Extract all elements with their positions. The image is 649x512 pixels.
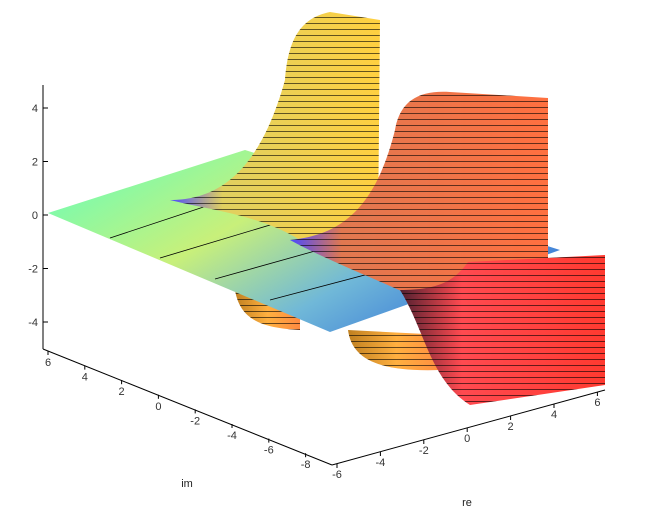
im-tick-label: -6 — [264, 445, 274, 457]
im-tick-label: -2 — [190, 415, 200, 427]
z-tick-label: 4 — [32, 103, 38, 115]
re-tick-label: 2 — [508, 421, 514, 433]
orange-wall-contours — [290, 91, 548, 300]
re-tick-label: -4 — [376, 457, 386, 469]
im-tick-label: -4 — [227, 430, 237, 442]
red-wall-contours — [400, 255, 605, 405]
im-axis-line — [42, 348, 333, 466]
surface-patches — [48, 12, 605, 405]
im-tick-label: 2 — [119, 386, 125, 398]
z-tick-label: -2 — [28, 264, 38, 276]
re-axis-line — [331, 389, 606, 466]
im-tick-label: -8 — [301, 459, 311, 471]
im-tick-label: 0 — [155, 401, 161, 413]
yellow-wall-contours — [170, 12, 380, 240]
re-tick-label: 6 — [594, 397, 600, 409]
re-tick-label: 0 — [464, 433, 470, 445]
re-tick-label: -6 — [332, 469, 342, 481]
lower-branch-2-contours — [348, 330, 445, 371]
re-axis-label: re — [462, 497, 472, 509]
z-tick-label: 0 — [32, 210, 38, 222]
im-tick-label: 6 — [45, 357, 51, 369]
im-tick-label: 4 — [82, 372, 88, 384]
z-tick-label: -4 — [28, 317, 38, 329]
z-tick-label: 2 — [32, 157, 38, 169]
im-axis-label: im — [181, 478, 193, 490]
axes: 4 2 0 -2 -4 6 4 2 0 -2 -4 -6 -8 -6 -4 -2 0 2 4 6 im re — [28, 85, 606, 509]
re-tick-label: 4 — [551, 409, 557, 421]
re-tick-label: -2 — [419, 445, 429, 457]
